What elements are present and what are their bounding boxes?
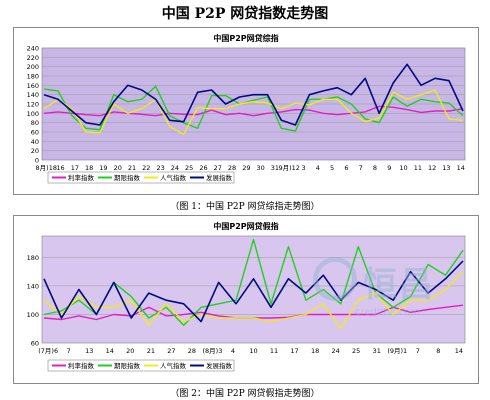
x-tick-label: 9 [387, 164, 391, 172]
y-tick-label: 120 [27, 101, 39, 109]
x-tick-label: 7 [416, 347, 420, 355]
x-tick-label: 7 [67, 347, 71, 355]
x-tick-label: 5 [330, 164, 334, 172]
chart-1-caption: （图 1：中国 P2P 网贷综指走势图） [170, 202, 320, 212]
series-line [43, 260, 464, 323]
x-tick-label: 22 [142, 164, 150, 172]
x-tick-label: 20 [126, 347, 134, 355]
chart-1-frame: 中国P2P网贷综指 0 20 40 60 80 100 120 140 160 180 200 220 2… [13, 27, 479, 195]
x-tick-label: 8 [373, 164, 377, 172]
x-tick-label: 20 [114, 164, 122, 172]
x-tick-label: 27 [167, 347, 175, 355]
x-tick-label: 10 [399, 164, 407, 172]
x-tick-label: 9月)12 [278, 164, 299, 172]
x-tick-label: 25 [185, 164, 193, 172]
x-tick-label: (8月)3 [203, 347, 223, 355]
y-tick-label: 0 [35, 157, 39, 165]
x-tick-label: 17 [290, 347, 298, 355]
y-tick-label: 220 [27, 54, 39, 62]
x-tick-label: 27 [214, 164, 222, 172]
x-tick-label: 7 [359, 164, 363, 172]
y-tick-label: 140 [27, 282, 39, 290]
y-tick-label: 60 [31, 340, 39, 348]
x-tick-label: 28 [228, 164, 236, 172]
x-tick-label: 12 [428, 164, 436, 172]
y-tick-label: 240 [27, 45, 39, 53]
y-tick-label: 20 [31, 147, 39, 155]
x-tick-label: (9月)1 [387, 347, 407, 355]
x-tick-label: 17 [71, 164, 79, 172]
series-line [43, 105, 464, 117]
y-tick-label: 80 [31, 119, 39, 127]
chart-2-frame: 中国P2P网贷假指 60 100 140 180 (7月)6 7 13 14 20 21 27 28 (8… [13, 215, 479, 384]
x-tick-label: 8 [436, 347, 440, 355]
x-tick-label: 11 [414, 164, 422, 172]
series-line [43, 271, 464, 330]
x-tick-label: 4 [316, 164, 320, 172]
x-tick-label: 29 [242, 164, 250, 172]
x-tick-label: 25 [352, 347, 360, 355]
legend-label: 期限指数 [114, 173, 141, 182]
legend-label: 利率指数 [68, 361, 95, 370]
y-tick-label: 180 [27, 73, 39, 81]
x-tick-label: 3 [301, 164, 305, 172]
legend-label: 人气指数 [160, 173, 187, 182]
y-tick-label: 200 [27, 63, 39, 71]
y-tick-label: 100 [27, 110, 39, 118]
legend-label: 利率指数 [68, 173, 95, 182]
x-tick-label: 21 [147, 347, 155, 355]
x-tick-label: 16 [56, 164, 64, 172]
x-tick-label: 24 [171, 164, 179, 172]
x-tick-label: 26 [199, 164, 207, 172]
x-tick-label: 6 [344, 164, 348, 172]
x-tick-label: 13 [442, 164, 450, 172]
x-tick-label: 31 [271, 164, 279, 172]
plot-area [41, 235, 466, 344]
y-tick-label: 40 [31, 138, 39, 146]
y-tick-label: 160 [27, 82, 39, 90]
x-tick-label: 14 [455, 347, 463, 355]
y-tick-label: 60 [31, 129, 39, 137]
series-line [43, 63, 464, 126]
y-tick-label: 140 [27, 91, 39, 99]
x-tick-label: 24 [331, 347, 339, 355]
x-tick-label: 30 [257, 164, 265, 172]
x-tick-label: 28 [188, 347, 196, 355]
page-title: 中国 P2P 网贷指数走势图 [161, 6, 329, 22]
x-tick-label: (7月)6 [38, 347, 58, 355]
legend-label: 发展指数 [206, 173, 233, 182]
series-line [43, 85, 464, 132]
legend-label: 期限指数 [114, 361, 141, 370]
brand-logo-icon [313, 257, 357, 301]
brand-url: credithc.com [355, 307, 420, 318]
y-tick-label: 180 [27, 254, 39, 262]
legend-box [47, 359, 235, 372]
legend-label: 人气指数 [160, 361, 187, 370]
x-tick-label: 14 [106, 347, 114, 355]
series-line [43, 89, 464, 136]
x-tick-label: 19 [99, 164, 107, 172]
chart-1-svg: 中国P2P网贷综指0204060801001201401601802002202… [27, 33, 466, 184]
x-tick-label: 31 [373, 347, 381, 355]
chart-title: 中国P2P网贷假指 [213, 221, 278, 231]
x-tick-label: 13 [85, 347, 93, 355]
legend-box [47, 171, 235, 184]
x-tick-label: 10 [249, 347, 257, 355]
chart-title: 中国P2P网贷综指 [213, 33, 278, 43]
legend-label: 发展指数 [206, 361, 233, 370]
x-tick-label: 18 [85, 164, 93, 172]
y-tick-label: 100 [27, 311, 39, 319]
x-tick-label: 11 [270, 347, 278, 355]
brand-watermark: 恒昌 credithc.com [313, 253, 473, 321]
x-tick-label: 18 [311, 347, 319, 355]
chart-2-caption: （图 2：中国 P2P 网贷假指走势图） [170, 389, 320, 399]
chart-2-svg: 中国P2P网贷假指 60 100 140 180 (7月)6 7 13 14 20 21 27 28 (8… [27, 221, 466, 372]
brand-name: 恒昌 [363, 265, 435, 305]
x-tick-label: 14 [457, 164, 465, 172]
x-tick-label: 4 [231, 347, 235, 355]
x-tick-label: 21 [128, 164, 136, 172]
x-tick-label: 23 [156, 164, 164, 172]
x-tick-label: 8月)18 [36, 164, 57, 172]
